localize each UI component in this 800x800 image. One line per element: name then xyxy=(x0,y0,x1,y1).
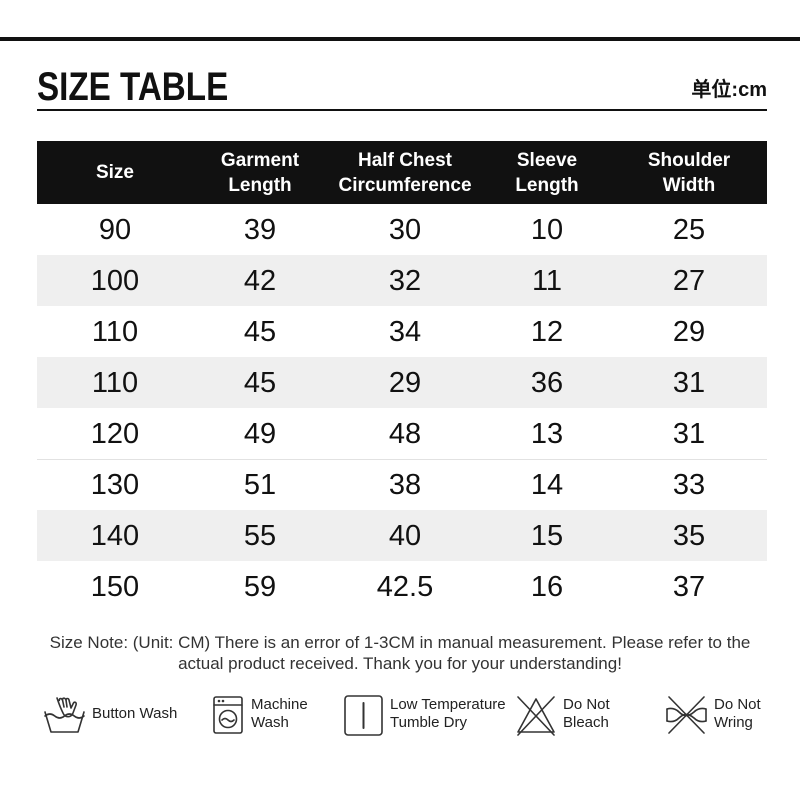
header-line: Length xyxy=(228,174,292,196)
header-line: Width xyxy=(662,174,716,196)
cell-sleeve-length: 36 xyxy=(483,357,611,408)
care-label: Button Wash xyxy=(92,705,177,723)
cell-shoulder-width: 31 xyxy=(672,417,706,450)
cell-sleeve-length: 11 xyxy=(483,255,611,306)
cell-garment-length: 55 xyxy=(193,510,327,561)
cell-garment-length: 59 xyxy=(243,570,277,603)
header-cell-garment-length: Garment Length xyxy=(193,141,327,204)
cell-size: 120 xyxy=(90,417,140,450)
cell-size: 110 xyxy=(37,357,193,408)
care-label: Do Not Bleach xyxy=(563,696,610,732)
header-line: Shoulder xyxy=(647,149,731,171)
cell-size: 150 xyxy=(90,570,140,603)
do-not-bleach-icon xyxy=(517,696,555,736)
cell-half-chest: 32 xyxy=(327,255,483,306)
care-label-line: Wring xyxy=(714,714,753,731)
cell-shoulder-width: 31 xyxy=(611,357,767,408)
title-divider xyxy=(37,109,767,111)
do-not-wring-icon xyxy=(666,696,707,734)
cell-half-chest: 38 xyxy=(327,459,483,510)
machine-wash-icon xyxy=(213,696,243,734)
cell-shoulder-width: 37 xyxy=(672,570,706,603)
cell-size: 90 xyxy=(98,213,132,246)
table-row: 120 49 48 13 31 xyxy=(37,408,767,459)
cell-size: 100 xyxy=(37,255,193,306)
cell-sleeve-length: 13 xyxy=(530,417,564,450)
cell-half-chest: 40 xyxy=(327,510,483,561)
size-table: Size Garment Length Half Chest Circumfer… xyxy=(37,141,767,612)
cell-size: 130 xyxy=(37,459,193,510)
cell-half-chest: 34 xyxy=(388,315,422,348)
tumble-dry-icon xyxy=(344,695,383,736)
header-cell-sleeve-length: Sleeve Length xyxy=(483,141,611,204)
header-line: Half Chest xyxy=(358,149,452,171)
cell-sleeve-length: 12 xyxy=(530,315,564,348)
table-body: 90 39 30 10 25 100 42 32 11 27 110 45 34… xyxy=(37,204,767,612)
care-label-line: Button Wash xyxy=(92,705,178,722)
table-row: 150 59 42.5 16 37 xyxy=(37,561,767,612)
cell-shoulder-width: 29 xyxy=(672,315,706,348)
header-line: Garment xyxy=(220,149,300,171)
size-note-line: actual product received. Thank you for y… xyxy=(178,654,622,673)
cell-sleeve-length: 10 xyxy=(530,213,564,246)
cell-garment-length: 51 xyxy=(193,459,327,510)
cell-sleeve-length: 14 xyxy=(483,459,611,510)
header-row: Size Garment Length Half Chest Circumfer… xyxy=(37,141,767,204)
hand-wash-icon xyxy=(44,697,85,733)
table-row: 100 42 32 11 27 xyxy=(37,255,767,306)
care-label-line: Low Temperature xyxy=(390,696,506,713)
table-row: 110 45 29 36 31 xyxy=(37,357,767,408)
cell-garment-length: 39 xyxy=(243,213,277,246)
top-divider xyxy=(0,37,800,41)
header-line: Size xyxy=(95,162,135,183)
cell-shoulder-width: 33 xyxy=(611,459,767,510)
table-row: 90 39 30 10 25 xyxy=(37,204,767,255)
cell-shoulder-width: 25 xyxy=(672,213,706,246)
cell-sleeve-length: 16 xyxy=(530,570,564,603)
care-label-line: Tumble Dry xyxy=(390,714,467,731)
header-cell-size: Size xyxy=(37,141,193,204)
cell-garment-length: 45 xyxy=(243,315,277,348)
care-label: Machine Wash xyxy=(251,696,308,732)
unit-label: 单位:cm xyxy=(691,79,767,101)
cell-sleeve-length: 15 xyxy=(483,510,611,561)
cell-half-chest: 48 xyxy=(388,417,422,450)
care-label-line: Do Not xyxy=(563,696,610,713)
cell-half-chest: 30 xyxy=(388,213,422,246)
header-cell-shoulder-width: Shoulder Width xyxy=(611,141,767,204)
page-title: SIZE TABLE xyxy=(37,65,229,109)
header-line: Circumference xyxy=(338,174,472,196)
table-header: Size Garment Length Half Chest Circumfer… xyxy=(37,141,767,204)
table-row: 130 51 38 14 33 xyxy=(37,459,767,510)
header-cell-half-chest: Half Chest Circumference xyxy=(327,141,483,204)
care-label-line: Machine xyxy=(251,696,308,713)
care-label: Do Not Wring xyxy=(714,696,761,732)
table-row: 110 45 34 12 29 xyxy=(37,306,767,357)
cell-half-chest: 42.5 xyxy=(376,570,434,603)
cell-shoulder-width: 35 xyxy=(611,510,767,561)
cell-garment-length: 45 xyxy=(193,357,327,408)
care-label-line: Do Not xyxy=(714,696,761,713)
cell-half-chest: 29 xyxy=(327,357,483,408)
header-line: Length xyxy=(515,174,579,196)
table-row: 140 55 40 15 35 xyxy=(37,510,767,561)
cell-garment-length: 42 xyxy=(193,255,327,306)
care-label: Low Temperature Tumble Dry xyxy=(390,696,506,732)
cell-garment-length: 49 xyxy=(243,417,277,450)
header-line: Sleeve xyxy=(516,149,578,171)
size-note-line: Size Note: (Unit: CM) There is an error … xyxy=(49,633,751,652)
cell-size: 140 xyxy=(37,510,193,561)
care-label-line: Wash xyxy=(251,714,289,731)
cell-size: 110 xyxy=(91,315,139,348)
care-label-line: Bleach xyxy=(563,714,609,731)
cell-shoulder-width: 27 xyxy=(611,255,767,306)
size-note: Size Note: (Unit: CM) There is an error … xyxy=(0,632,800,674)
